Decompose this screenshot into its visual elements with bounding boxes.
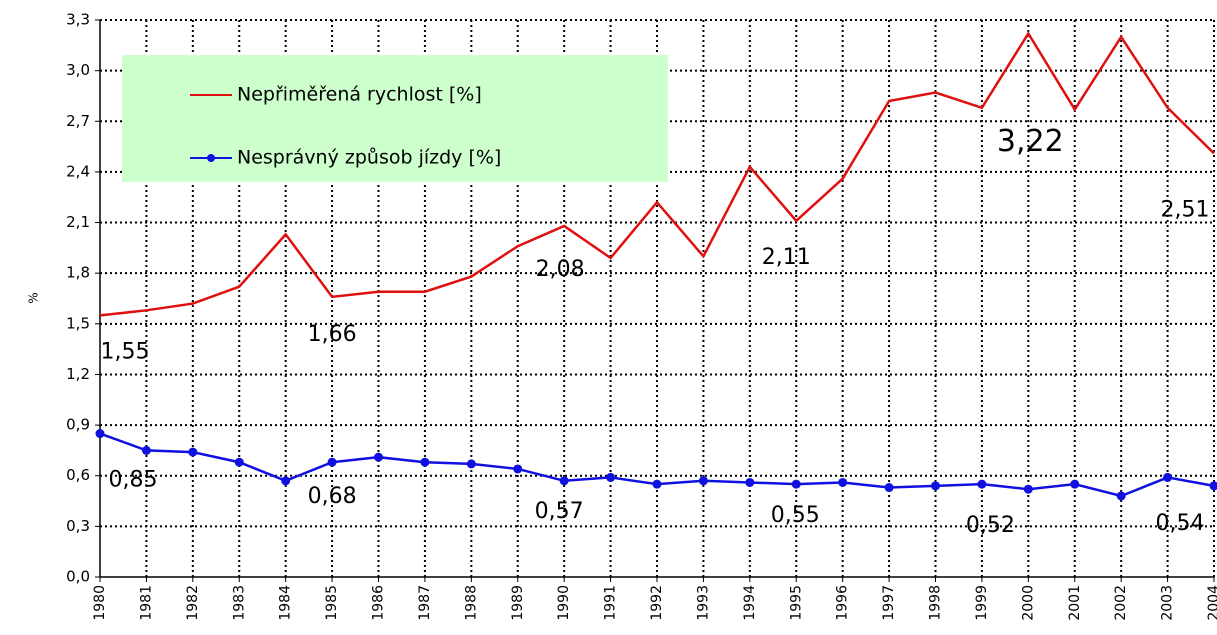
x-tick-label: 1996 (835, 585, 851, 621)
x-tick-label: 1997 (881, 585, 897, 621)
point (559, 476, 569, 486)
x-tick-label: 1982 (185, 585, 201, 621)
x-tick-label: 1998 (928, 585, 944, 621)
point (1209, 481, 1217, 491)
point (188, 447, 198, 457)
point (1023, 484, 1033, 494)
x-tick-label: 1980 (92, 585, 108, 621)
point (234, 457, 244, 467)
x-tick-label: 1983 (231, 585, 247, 621)
x-tick-label: 1981 (138, 585, 154, 621)
data-label: 2,11 (762, 245, 811, 270)
data-label: 2,51 (1161, 197, 1210, 222)
data-label: 2,08 (536, 257, 585, 282)
x-tick-label: 1987 (417, 585, 433, 621)
point (95, 429, 105, 439)
y-tick-label: 0,3 (66, 517, 90, 535)
series-line (99, 31, 1215, 317)
y-tick-label: 1,5 (66, 314, 90, 332)
y-tick-label: 1,8 (66, 264, 90, 282)
y-tick-label: 3,0 (66, 61, 90, 79)
x-tick-label: 1990 (556, 585, 572, 621)
x-tick-label: 1999 (974, 585, 990, 621)
data-label: 0,68 (308, 484, 357, 509)
point (652, 479, 662, 489)
x-tick-label: 1994 (742, 585, 758, 621)
point (745, 477, 755, 487)
point (1116, 491, 1126, 501)
y-axis-label: % (27, 292, 41, 303)
y-tick-label: 1,2 (66, 365, 90, 383)
point (884, 483, 894, 493)
x-tick-label: 1985 (324, 585, 340, 621)
x-tick-label: 1984 (278, 585, 294, 621)
point (791, 479, 801, 489)
point (1163, 472, 1173, 482)
x-tick-label: 1995 (788, 585, 804, 621)
x-tick-label: 1988 (463, 585, 479, 621)
x-tick-label: 2002 (1113, 585, 1129, 621)
point (420, 457, 430, 467)
x-tick-label: 1986 (371, 585, 387, 621)
point (931, 481, 940, 491)
point (327, 457, 337, 467)
point (698, 476, 708, 486)
data-label: 0,57 (535, 499, 584, 524)
point (606, 472, 616, 482)
y-tick-label: 2,1 (66, 213, 90, 231)
y-tick-label: 2,7 (66, 112, 90, 130)
x-tick-label: 1991 (603, 585, 619, 621)
legend-entry: Nesprávný způsob jízdy [%] (237, 147, 501, 169)
y-tick-label: 2,4 (66, 162, 90, 180)
y-tick-label: 0,9 (66, 416, 90, 434)
point (466, 459, 476, 469)
data-label: 0,52 (966, 513, 1015, 538)
data-label: 0,55 (771, 503, 820, 528)
x-tick-label: 2001 (1067, 585, 1083, 621)
x-tick-label: 1992 (649, 585, 665, 621)
x-tick-label: 2000 (1020, 585, 1036, 621)
point (977, 479, 987, 489)
data-label: 1,66 (308, 322, 357, 347)
data-label: 3,22 (997, 124, 1064, 159)
data-label: 0,85 (109, 468, 158, 493)
x-tick-label: 1993 (695, 585, 711, 621)
point (1070, 479, 1080, 489)
x-tick-label: 2003 (1160, 585, 1176, 621)
legend-entry: Nepřiměřená rychlost [%] (237, 84, 482, 106)
data-label: 1,55 (101, 339, 150, 364)
point (281, 476, 291, 486)
y-tick-label: 3,3 (66, 11, 90, 29)
x-tick-label: 2004 (1206, 585, 1217, 621)
y-tick-label: 0,6 (66, 466, 90, 484)
data-label: 0,54 (1156, 511, 1205, 536)
y-tick-label: 0,0 (66, 568, 90, 586)
legend-swatch (207, 154, 215, 162)
point (838, 477, 848, 487)
x-tick-label: 1989 (510, 585, 526, 621)
point (513, 464, 523, 474)
point (374, 452, 383, 462)
point (141, 445, 151, 455)
